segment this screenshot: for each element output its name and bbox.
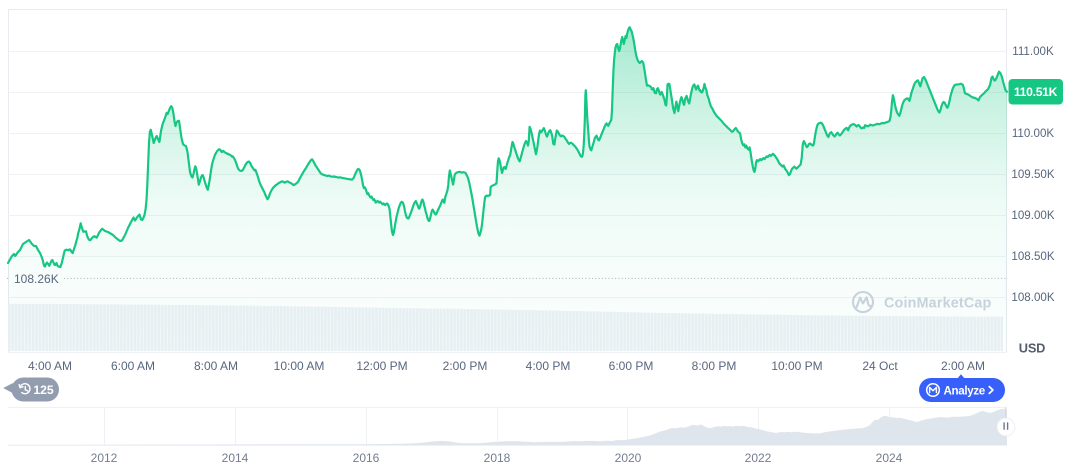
svg-text:10:00 PM: 10:00 PM: [771, 359, 822, 373]
svg-text:8:00 AM: 8:00 AM: [194, 359, 238, 373]
svg-text:108.26K: 108.26K: [14, 272, 59, 286]
svg-text:24 Oct: 24 Oct: [862, 359, 898, 373]
svg-text:108.00K: 108.00K: [1011, 291, 1054, 304]
svg-text:2020: 2020: [615, 451, 642, 465]
svg-text:4:00 PM: 4:00 PM: [526, 359, 571, 373]
svg-text:2022: 2022: [745, 451, 772, 465]
svg-text:8:00 PM: 8:00 PM: [692, 359, 737, 373]
svg-text:2016: 2016: [353, 451, 380, 465]
svg-text:12:00 PM: 12:00 PM: [356, 359, 407, 373]
svg-text:Analyze: Analyze: [944, 384, 986, 397]
svg-text:125: 125: [33, 383, 54, 397]
svg-text:2:00 AM: 2:00 AM: [941, 359, 985, 373]
svg-text:2018: 2018: [484, 451, 511, 465]
svg-text:2024: 2024: [876, 451, 903, 465]
svg-text:111.00K: 111.00K: [1012, 45, 1054, 58]
svg-text:109.00K: 109.00K: [1011, 209, 1054, 222]
svg-text:110.51K: 110.51K: [1014, 85, 1058, 99]
svg-text:6:00 PM: 6:00 PM: [609, 359, 654, 373]
svg-text:10:00 AM: 10:00 AM: [274, 359, 325, 373]
svg-text:108.50K: 108.50K: [1011, 250, 1054, 263]
svg-text:109.50K: 109.50K: [1011, 168, 1054, 181]
svg-text:2014: 2014: [222, 451, 249, 465]
svg-text:110.00K: 110.00K: [1012, 127, 1055, 140]
svg-text:2:00 PM: 2:00 PM: [443, 359, 488, 373]
svg-text:6:00 AM: 6:00 AM: [111, 359, 155, 373]
svg-text:2012: 2012: [91, 451, 118, 465]
svg-text:USD: USD: [1019, 341, 1045, 356]
svg-text:4:00 AM: 4:00 AM: [28, 359, 72, 373]
